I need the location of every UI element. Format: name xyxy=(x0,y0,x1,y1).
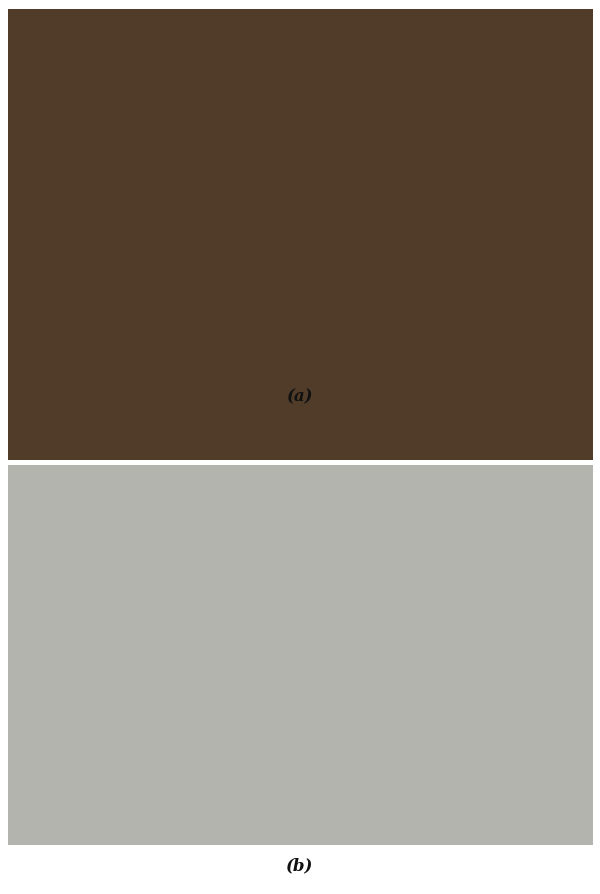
Text: (a): (a) xyxy=(287,388,313,405)
Text: (b): (b) xyxy=(286,856,314,874)
